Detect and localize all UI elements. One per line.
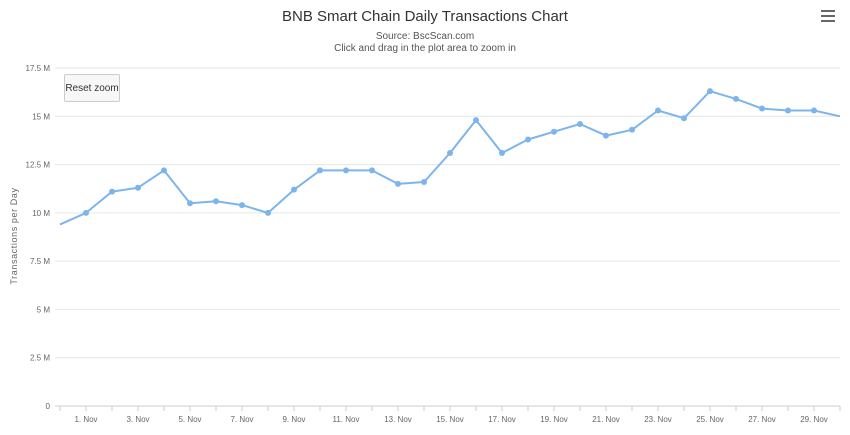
- data-point[interactable]: [369, 167, 375, 174]
- y-axis-label: Transactions per Day: [9, 187, 19, 284]
- data-point[interactable]: [239, 202, 245, 209]
- data-point[interactable]: [83, 209, 89, 216]
- data-point[interactable]: [551, 128, 557, 135]
- x-tick-label: 15. Nov: [436, 415, 464, 424]
- zoom-instruction: Click and drag in the plot area to zoom …: [334, 43, 516, 54]
- x-tick-label: 3. Nov: [126, 415, 149, 424]
- data-point[interactable]: [421, 178, 427, 185]
- y-tick-label: 5 M: [37, 305, 51, 314]
- data-point[interactable]: [655, 107, 661, 114]
- x-tick-label: 13. Nov: [384, 415, 412, 424]
- data-point[interactable]: [499, 149, 505, 156]
- reset-zoom-button[interactable]: Reset zoom: [64, 74, 120, 102]
- y-tick-label: 17.5 M: [26, 64, 51, 73]
- y-axis-ticks: 0 2.5 M 5 M 7.5 M 10 M 12.5 M 15 M 17.5 M: [26, 64, 51, 411]
- data-point[interactable]: [395, 180, 401, 187]
- data-point[interactable]: [447, 149, 453, 156]
- x-tick-label: 23. Nov: [644, 415, 672, 424]
- data-point[interactable]: [733, 95, 739, 102]
- x-tick-label: 27. Nov: [748, 415, 776, 424]
- data-point[interactable]: [161, 167, 167, 174]
- x-tick-label: 21. Nov: [592, 415, 620, 424]
- y-tick-label: 7.5 M: [30, 257, 50, 266]
- data-point[interactable]: [759, 105, 765, 112]
- y-tick-label: 10 M: [32, 209, 50, 218]
- data-point[interactable]: [135, 184, 141, 191]
- data-point[interactable]: [629, 126, 635, 133]
- data-point[interactable]: [473, 117, 479, 124]
- x-tick-label: 1. Nov: [74, 415, 97, 424]
- chart-title: BNB Smart Chain Daily Transactions Chart: [282, 8, 568, 25]
- data-point[interactable]: [603, 132, 609, 139]
- grid-lines: [55, 67, 840, 407]
- data-point[interactable]: [317, 167, 323, 174]
- data-point[interactable]: [785, 107, 791, 114]
- x-tick-label: 5. Nov: [178, 415, 201, 424]
- data-point[interactable]: [265, 209, 271, 216]
- x-tick-label: 25. Nov: [696, 415, 724, 424]
- x-axis-ticks: 1. Nov 3. Nov 5. Nov 7. Nov 9. Nov 11. Nov 13.…: [59, 406, 841, 424]
- data-point[interactable]: [811, 107, 817, 114]
- x-tick-label: 7. Nov: [230, 415, 253, 424]
- data-point[interactable]: [577, 121, 583, 128]
- x-tick-label: 19. Nov: [540, 415, 568, 424]
- data-point[interactable]: [213, 198, 219, 205]
- data-point[interactable]: [525, 136, 531, 143]
- data-point[interactable]: [681, 115, 687, 122]
- y-tick-label: 0: [46, 402, 51, 411]
- data-point[interactable]: [343, 167, 349, 174]
- x-tick-label: 17. Nov: [488, 415, 516, 424]
- x-tick-label: 9. Nov: [282, 415, 305, 424]
- y-tick-label: 15 M: [32, 112, 50, 121]
- data-point[interactable]: [109, 188, 115, 195]
- series-line: [59, 90, 841, 226]
- y-tick-label: 12.5 M: [26, 161, 51, 170]
- x-tick-label: 11. Nov: [333, 415, 360, 424]
- x-tick-label: 29. Nov: [800, 415, 828, 424]
- data-point[interactable]: [707, 88, 713, 95]
- data-point[interactable]: [291, 186, 297, 193]
- series-layer: [59, 88, 841, 226]
- y-tick-label: 2.5 M: [30, 354, 50, 363]
- chart-source: Source: BscScan.com: [375, 31, 475, 42]
- hamburger-menu-icon[interactable]: [821, 10, 835, 24]
- data-point[interactable]: [187, 200, 193, 207]
